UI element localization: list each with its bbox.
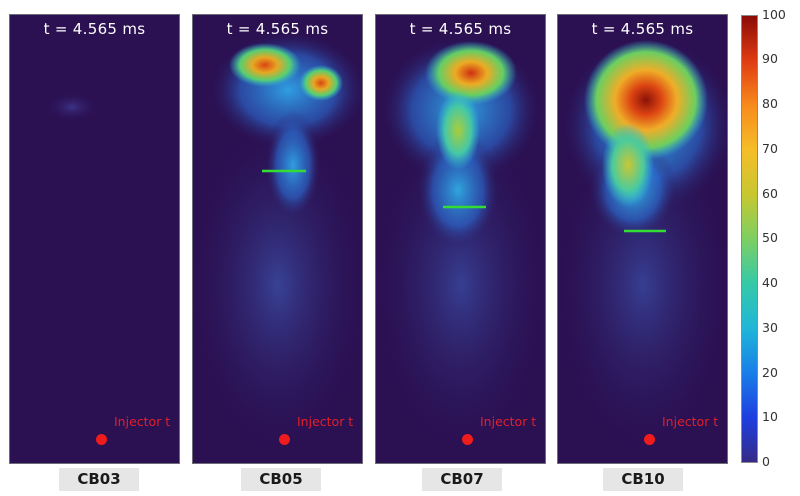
spray-panel-cb03: t = 4.565 ms Injector t bbox=[9, 14, 180, 464]
colorbar-tick: 60 bbox=[762, 186, 778, 201]
colorbar-tick: 10 bbox=[762, 409, 778, 424]
injector-marker bbox=[279, 434, 290, 445]
spray-image bbox=[193, 30, 362, 463]
spray-panel-cb05: t = 4.565 ms Injector t bbox=[192, 14, 363, 464]
colorbar-tick: 90 bbox=[762, 51, 778, 66]
time-label: t = 4.565 ms bbox=[409, 20, 512, 38]
colorbar-tick: 30 bbox=[762, 320, 778, 335]
time-label: t = 4.565 ms bbox=[43, 20, 146, 38]
injector-marker bbox=[644, 434, 655, 445]
injector-marker bbox=[96, 434, 107, 445]
colorbar-tick: 40 bbox=[762, 275, 778, 290]
colorbar-tick: 70 bbox=[762, 141, 778, 156]
colorbar-tick: 80 bbox=[762, 96, 778, 111]
spray-image bbox=[376, 35, 545, 463]
panel-label-cb07: CB07 bbox=[422, 468, 502, 491]
injector-marker bbox=[462, 434, 473, 445]
spray-image bbox=[558, 35, 727, 463]
spray-panel-cb07: t = 4.565 ms Injector t bbox=[375, 14, 546, 464]
spray-panel-cb10: t = 4.565 ms Injector t bbox=[557, 14, 728, 464]
injector-label: Injector t bbox=[662, 414, 719, 429]
panel-label-cb10: CB10 bbox=[603, 468, 683, 491]
colorbar-tick: 20 bbox=[762, 365, 778, 380]
time-label: t = 4.565 ms bbox=[591, 20, 694, 38]
panel-label-cb03: CB03 bbox=[59, 468, 139, 491]
colorbar-tick: 100 bbox=[762, 7, 786, 22]
time-label: t = 4.565 ms bbox=[226, 20, 329, 38]
colorbar-tick: 0 bbox=[762, 454, 770, 469]
colorbar-tick: 50 bbox=[762, 230, 778, 245]
injector-label: Injector t bbox=[480, 414, 537, 429]
spray-image bbox=[44, 91, 100, 123]
panel-label-cb05: CB05 bbox=[241, 468, 321, 491]
injector-label: Injector t bbox=[114, 414, 171, 429]
injector-label: Injector t bbox=[297, 414, 354, 429]
colorbar bbox=[741, 15, 758, 463]
